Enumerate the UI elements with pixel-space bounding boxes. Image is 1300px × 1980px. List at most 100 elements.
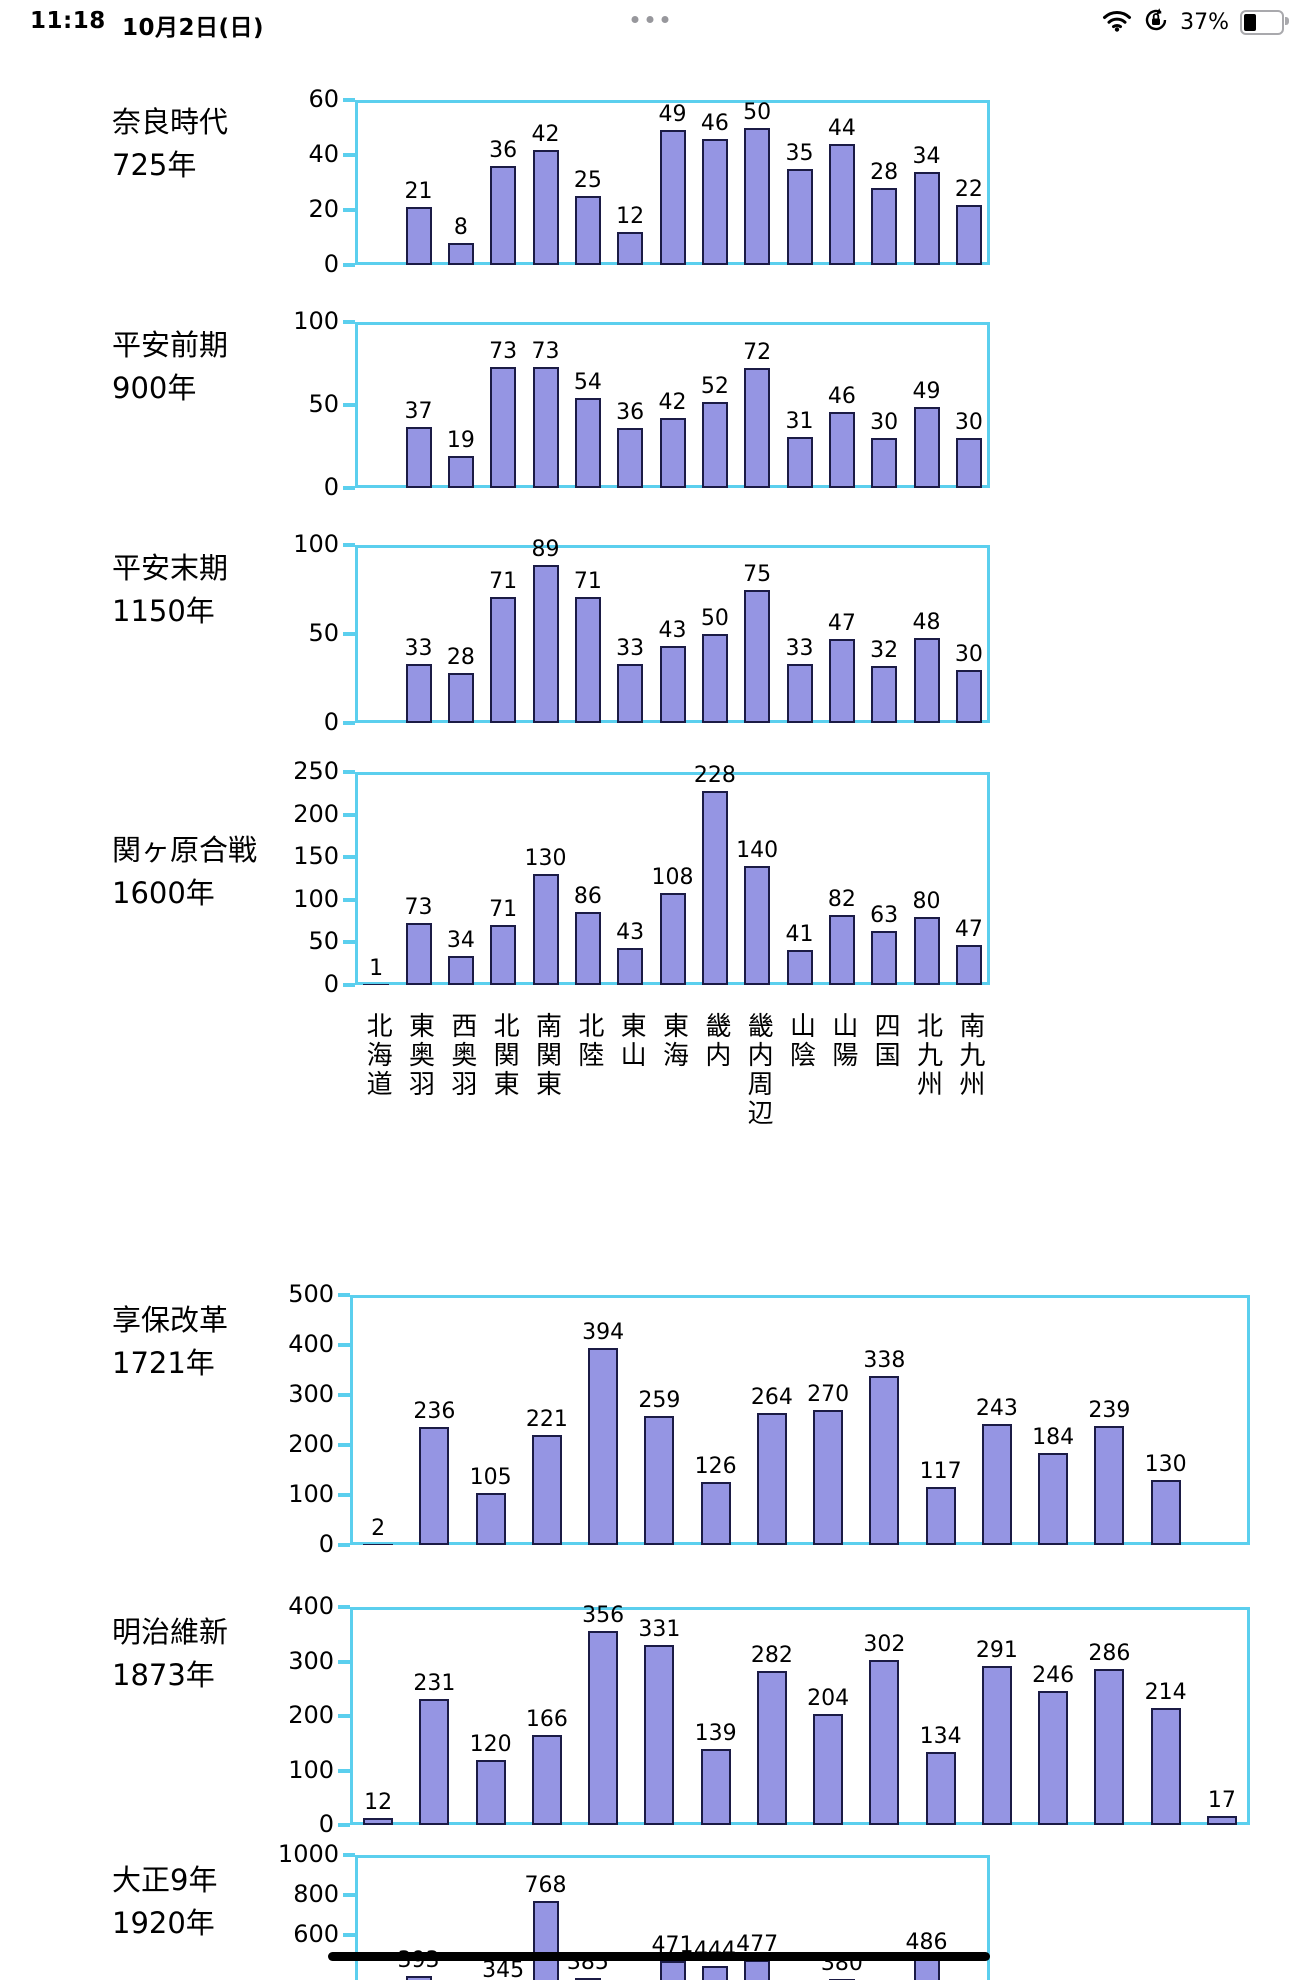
bar-value-label: 73	[489, 338, 518, 364]
chart-subtitle: 1920年	[112, 1906, 215, 1940]
bar-value-label: 28	[870, 160, 899, 185]
y-tick-label: 1000	[277, 1840, 339, 1868]
y-tick-mark	[338, 1493, 350, 1497]
x-axis-label: 西奥羽	[446, 1012, 477, 1099]
bar-北九州	[913, 637, 940, 723]
bar-北海道	[363, 1818, 394, 1825]
bar-南九州	[955, 669, 982, 723]
status-time: 11:18	[30, 8, 106, 34]
battery-icon	[1240, 9, 1289, 35]
bar-value-label: 37	[404, 398, 433, 424]
bar-山陰	[786, 950, 813, 985]
y-tick-mark	[343, 208, 355, 212]
bar-南関東	[588, 1630, 619, 1825]
plot-frame	[350, 1295, 1250, 1545]
y-tick-label: 0	[323, 473, 339, 501]
chart-subtitle: 1721年	[112, 1346, 215, 1380]
y-tick-label: 100	[288, 1755, 334, 1784]
bar-山陽	[828, 411, 855, 488]
bar-北陸	[644, 1644, 675, 1825]
bar-value-label: 30	[954, 410, 983, 436]
bar-畿内周辺	[744, 865, 771, 985]
bar-山陰	[925, 1751, 956, 1825]
bar-南九州	[955, 944, 982, 985]
bar-北海道	[363, 1544, 394, 1545]
y-tick-label: 0	[318, 1530, 334, 1558]
bar-value-label: 140	[736, 837, 779, 863]
bar-value-label: 33	[616, 636, 645, 662]
x-axis-label: 北陸	[573, 1012, 604, 1070]
rotation-lock-icon	[1143, 7, 1169, 37]
bar-畿内	[701, 401, 728, 488]
bar-畿内	[701, 634, 728, 723]
y-tick-label: 800	[293, 1880, 339, 1908]
bar-value-label: 35	[785, 140, 814, 166]
y-tick-label: 0	[323, 708, 339, 736]
x-axis-label: 四国	[870, 1012, 901, 1070]
bar-value-label: 243	[975, 1395, 1018, 1421]
y-tick-mark	[338, 1293, 350, 1297]
bar-value-label: 270	[807, 1382, 850, 1407]
y-tick-label: 100	[293, 530, 339, 558]
bar-西奥羽	[447, 456, 474, 488]
bar-東海	[756, 1413, 787, 1545]
bar-畿内周辺	[744, 1959, 771, 1980]
bar-value-label: 130	[524, 846, 567, 872]
status-date: 10月2日(日)	[122, 15, 265, 41]
y-tick-label: 400	[288, 1330, 334, 1358]
bar-value-label: 214	[1144, 1680, 1187, 1706]
bar-北関東	[490, 166, 517, 265]
bar-山陽	[828, 639, 855, 723]
bar-value-label: 32	[870, 638, 899, 664]
bar-value-label: 49	[658, 102, 687, 128]
bar-value-label: 46	[827, 383, 856, 409]
bar-西奥羽	[447, 673, 474, 723]
chart-title: 奈良時代	[112, 105, 229, 139]
bar-value-label: 108	[651, 864, 694, 890]
bar-value-label: 41	[785, 922, 814, 948]
bar-value-label: 34	[912, 143, 941, 169]
y-tick-mark	[343, 855, 355, 860]
bar-value-label: 356	[582, 1602, 625, 1628]
y-tick-mark	[343, 98, 355, 102]
multitask-handle-icon[interactable]	[631, 16, 669, 23]
bar-value-label: 393	[397, 1948, 440, 1974]
y-tick-mark	[343, 721, 355, 725]
bar-北海道	[363, 984, 390, 985]
bar-value-label: 184	[1032, 1425, 1075, 1450]
bar-value-label: 49	[912, 378, 941, 404]
bar-value-label: 89	[531, 536, 560, 562]
bar-四国	[871, 931, 898, 985]
bar-東海	[659, 892, 686, 985]
chart-subtitle: 725年	[112, 148, 197, 182]
y-tick-label: 50	[308, 619, 339, 647]
marker-line-annotation	[328, 1952, 990, 1961]
bar-value-label: 204	[807, 1685, 850, 1711]
bar-value-label: 345	[482, 1958, 525, 1980]
y-tick-mark	[343, 1853, 355, 1857]
x-axis-label: 南九州	[954, 1012, 985, 1099]
y-tick-mark	[343, 983, 355, 987]
bar-南九州	[955, 438, 982, 488]
bar-西奥羽	[447, 243, 474, 265]
chart-title: 関ヶ原合戦	[112, 833, 258, 867]
bar-value-label: 282	[750, 1643, 793, 1669]
y-tick-mark	[343, 263, 355, 267]
y-tick-label: 250	[293, 757, 339, 785]
y-tick-mark	[338, 1659, 350, 1664]
plot-frame	[350, 1607, 1250, 1825]
bar-畿内周辺	[744, 589, 771, 723]
y-tick-label: 0	[323, 250, 339, 278]
bar-value-label: 48	[912, 609, 941, 635]
bar-value-label: 768	[524, 1873, 567, 1899]
y-tick-label: 50	[308, 927, 339, 956]
bar-value-label: 73	[404, 894, 433, 920]
bar-value-label: 1	[369, 956, 384, 982]
y-tick-mark	[338, 1605, 350, 1609]
y-tick-label: 200	[288, 1430, 334, 1458]
bar-東海	[659, 646, 686, 723]
bar-南関東	[532, 149, 559, 265]
bar-東山	[617, 232, 644, 265]
bar-value-label: 12	[364, 1790, 393, 1816]
bar-value-label: 2	[371, 1516, 386, 1541]
